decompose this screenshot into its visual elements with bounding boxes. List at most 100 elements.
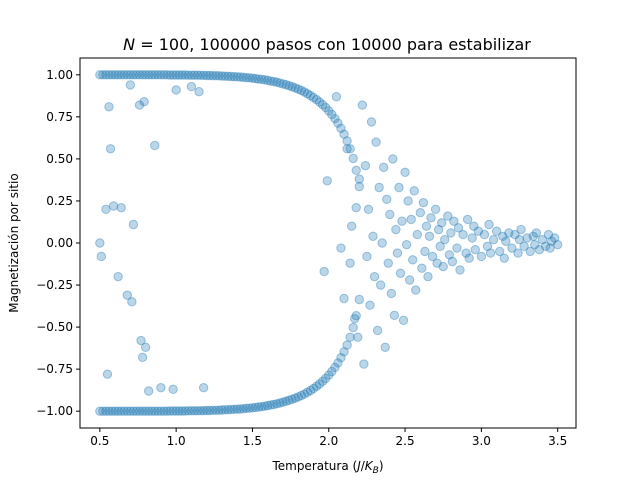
data-point bbox=[113, 406, 123, 416]
data-point bbox=[238, 72, 249, 83]
data-point bbox=[177, 406, 187, 416]
data-point bbox=[299, 389, 310, 399]
data-point bbox=[360, 160, 371, 171]
data-point bbox=[351, 202, 361, 213]
data-point bbox=[501, 236, 511, 247]
data-point bbox=[180, 406, 191, 416]
data-point bbox=[353, 332, 363, 342]
data-point bbox=[354, 174, 364, 184]
data-point bbox=[476, 251, 487, 262]
data-point bbox=[345, 332, 355, 342]
data-point bbox=[119, 70, 129, 80]
data-point bbox=[186, 70, 197, 80]
data-point bbox=[417, 263, 427, 273]
data-point bbox=[281, 80, 291, 90]
data-point bbox=[339, 293, 349, 304]
data-point bbox=[143, 386, 154, 396]
data-point bbox=[319, 266, 329, 277]
data-point bbox=[174, 406, 184, 416]
data-point bbox=[342, 340, 352, 350]
data-point bbox=[140, 70, 151, 80]
data-point bbox=[101, 406, 111, 416]
data-point bbox=[458, 229, 468, 240]
data-point bbox=[287, 394, 297, 404]
data-point bbox=[290, 83, 300, 93]
data-point bbox=[507, 243, 517, 253]
data-point bbox=[201, 405, 212, 416]
data-point bbox=[105, 144, 116, 154]
y-tick-label: 1.00 bbox=[46, 68, 73, 82]
data-point bbox=[452, 243, 462, 253]
data-point bbox=[342, 136, 352, 146]
data-point bbox=[324, 370, 334, 380]
data-point bbox=[272, 399, 282, 409]
data-point bbox=[159, 70, 169, 80]
data-point bbox=[424, 231, 435, 241]
data-point bbox=[531, 228, 542, 238]
data-point bbox=[189, 70, 200, 80]
data-point bbox=[427, 251, 438, 262]
data-point bbox=[552, 239, 563, 250]
data-point bbox=[418, 197, 429, 208]
data-point bbox=[322, 176, 332, 186]
data-point bbox=[253, 402, 264, 412]
data-point bbox=[449, 216, 459, 226]
data-point bbox=[156, 382, 166, 393]
scatter-points bbox=[95, 70, 563, 416]
data-point bbox=[444, 250, 455, 260]
y-tick-label: 0.25 bbox=[46, 194, 73, 208]
data-point bbox=[293, 84, 303, 94]
data-point bbox=[546, 236, 557, 247]
data-point bbox=[440, 234, 450, 245]
data-point bbox=[186, 81, 197, 92]
y-tick-label: 0.50 bbox=[46, 152, 73, 166]
data-point bbox=[504, 228, 514, 238]
data-point bbox=[377, 238, 387, 248]
data-point bbox=[398, 315, 409, 326]
data-point bbox=[403, 196, 413, 206]
x-tick-label: 3.0 bbox=[472, 434, 491, 448]
data-point bbox=[156, 70, 166, 80]
data-point bbox=[386, 288, 397, 299]
data-point bbox=[415, 208, 426, 218]
data-point bbox=[183, 70, 194, 80]
data-point bbox=[534, 245, 545, 255]
data-point bbox=[498, 231, 508, 241]
data-point bbox=[284, 81, 294, 91]
data-point bbox=[238, 403, 249, 414]
data-point bbox=[305, 90, 316, 101]
data-point bbox=[127, 297, 137, 307]
data-point bbox=[392, 248, 403, 258]
data-point bbox=[116, 202, 126, 213]
data-point bbox=[208, 405, 218, 416]
data-point bbox=[348, 322, 358, 333]
data-point bbox=[469, 221, 479, 231]
data-point bbox=[211, 405, 221, 416]
data-point bbox=[150, 406, 160, 416]
data-point bbox=[482, 241, 493, 252]
data-point bbox=[205, 70, 215, 81]
data-point bbox=[122, 290, 133, 300]
data-point bbox=[229, 71, 239, 82]
data-point bbox=[430, 204, 441, 215]
data-point bbox=[543, 229, 554, 240]
data-point bbox=[336, 243, 346, 253]
x-tick-label: 2.0 bbox=[319, 434, 338, 448]
data-point bbox=[235, 72, 245, 82]
data-point bbox=[339, 129, 349, 139]
data-point bbox=[220, 71, 230, 81]
data-point bbox=[516, 224, 526, 235]
data-point bbox=[354, 181, 364, 192]
data-point bbox=[198, 382, 209, 393]
data-point bbox=[437, 218, 447, 228]
data-point bbox=[308, 92, 319, 103]
data-point bbox=[223, 71, 233, 82]
data-point bbox=[455, 265, 465, 275]
data-point bbox=[162, 70, 172, 80]
data-point bbox=[211, 70, 221, 81]
data-point bbox=[389, 310, 400, 321]
data-point bbox=[134, 70, 145, 80]
x-tick-label: 2.5 bbox=[396, 434, 415, 448]
data-point bbox=[174, 70, 184, 80]
data-point bbox=[479, 229, 490, 240]
